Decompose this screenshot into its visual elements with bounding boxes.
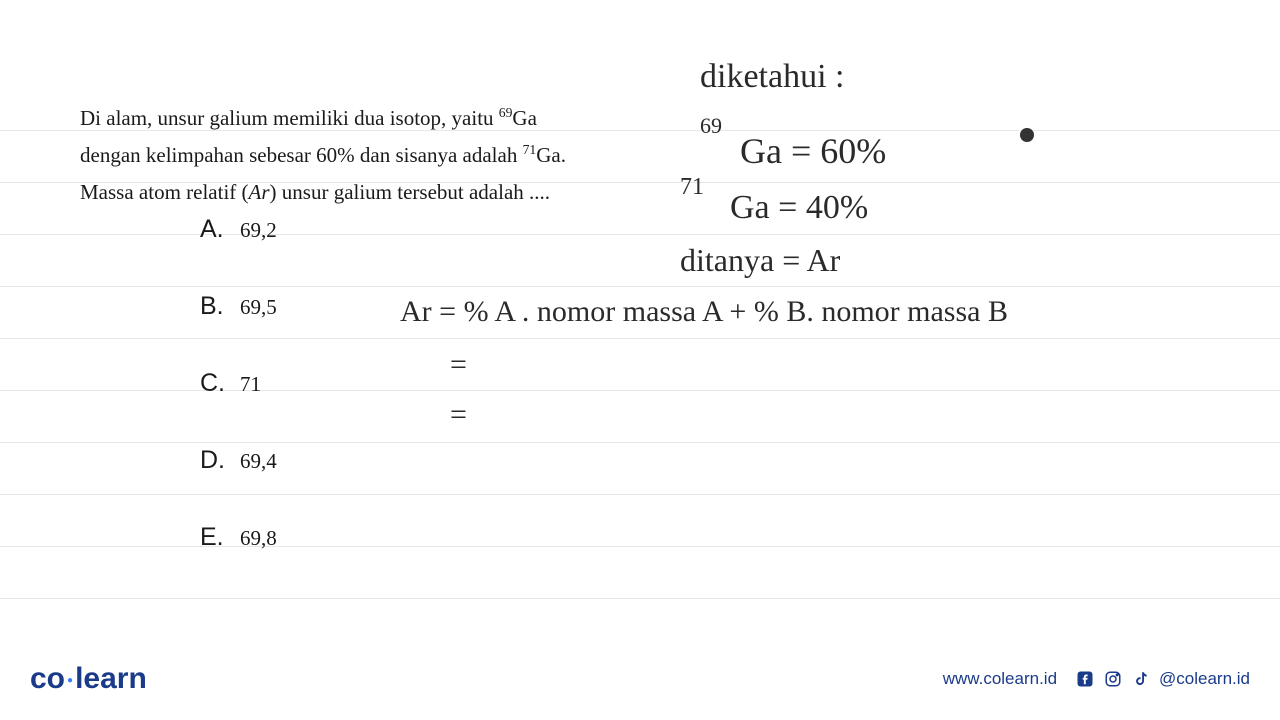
question-text: Di alam, unsur galium memiliki dua isoto… [80,100,660,210]
logo-co: co [30,662,65,695]
footer-handle: @colearn.id [1159,669,1250,689]
option-value: 69,4 [240,449,277,474]
option-row: A.69,2 [200,215,277,244]
option-row: B.69,5 [200,292,277,321]
brand-logo: co●learn [30,662,147,696]
ruled-line [0,286,1280,287]
isotope2-sup: 71 [523,142,537,157]
hw-ditanya: ditanya = Ar [680,240,840,282]
question-line3: Massa atom relatif (Ar) unsur galium ter… [80,180,550,204]
isotope1-sym: Ga [512,106,537,130]
answer-options: A.69,2 B.69,5 C.71 D.69,4 E.69,8 [200,215,277,600]
tiktok-icon [1131,669,1151,689]
cursor-dot [1020,128,1034,142]
option-row: E.69,8 [200,523,277,552]
option-value: 71 [240,372,261,397]
isotope1-sup: 69 [499,105,513,120]
option-value: 69,8 [240,526,277,551]
logo-dot-icon: ● [67,675,73,686]
hw-eq2: = [450,395,467,434]
footer-right: www.colearn.id @colearn.id [943,669,1250,689]
question-line2-pre: dengan kelimpahan sebesar 60% dan sisany… [80,143,523,167]
option-letter: E. [200,523,240,552]
footer: co●learn www.colearn.id @colearn.id [0,650,1280,720]
hw-ga71-sup: 71 [680,172,704,203]
instagram-icon [1103,669,1123,689]
ruled-line [0,546,1280,547]
ruled-line [0,338,1280,339]
option-value: 69,5 [240,295,277,320]
facebook-icon [1075,669,1095,689]
ruled-line [0,598,1280,599]
ruled-line [0,442,1280,443]
option-row: C.71 [200,369,277,398]
hw-ga71: Ga = 40% [730,186,868,230]
hw-formula: Ar = % A . nomor massa A + % B. nomor ma… [400,292,1008,331]
footer-url: www.colearn.id [943,669,1057,689]
hw-diketahui: diketahui : [700,55,844,99]
ruled-line [0,234,1280,235]
isotope2-sym: Ga. [536,143,566,167]
hw-ga69-sup: 69 [700,112,722,141]
option-letter: B. [200,292,240,321]
option-letter: A. [200,215,240,244]
option-letter: C. [200,369,240,398]
option-letter: D. [200,446,240,475]
hw-ga69: Ga = 60% [740,128,886,175]
ruled-line [0,494,1280,495]
content-area: Di alam, unsur galium memiliki dua isoto… [0,0,1280,650]
question-line1-pre: Di alam, unsur galium memiliki dua isoto… [80,106,499,130]
social-icons: @colearn.id [1075,669,1250,689]
hw-eq1: = [450,345,467,384]
ruled-line [0,390,1280,391]
logo-learn: learn [75,662,147,695]
option-row: D.69,4 [200,446,277,475]
option-value: 69,2 [240,218,277,243]
